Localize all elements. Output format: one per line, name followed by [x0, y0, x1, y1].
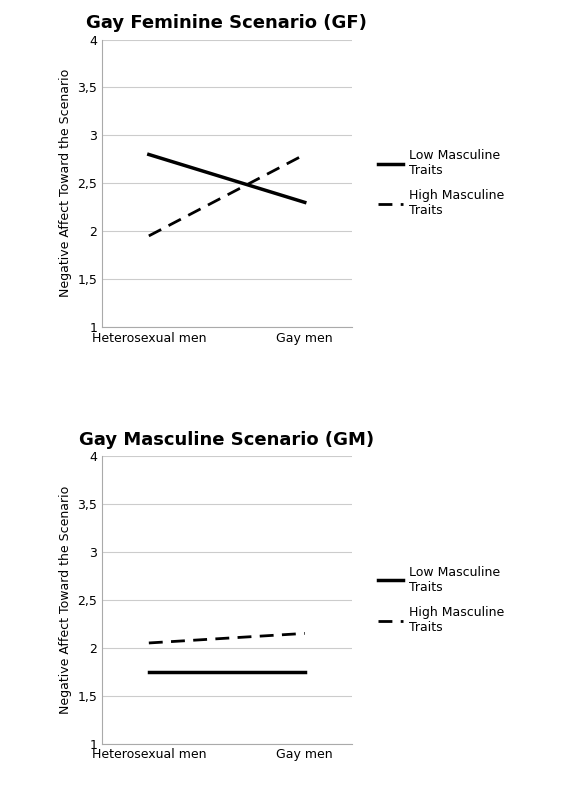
Y-axis label: Negative Affect Toward the Scenario: Negative Affect Toward the Scenario: [59, 486, 72, 714]
Title: Gay Feminine Scenario (GF): Gay Feminine Scenario (GF): [86, 14, 367, 32]
Title: Gay Masculine Scenario (GM): Gay Masculine Scenario (GM): [79, 431, 374, 449]
Legend: Low Masculine
Traits, High Masculine
Traits: Low Masculine Traits, High Masculine Tra…: [378, 566, 504, 634]
Y-axis label: Negative Affect Toward the Scenario: Negative Affect Toward the Scenario: [59, 69, 72, 297]
Legend: Low Masculine
Traits, High Masculine
Traits: Low Masculine Traits, High Masculine Tra…: [378, 149, 504, 218]
